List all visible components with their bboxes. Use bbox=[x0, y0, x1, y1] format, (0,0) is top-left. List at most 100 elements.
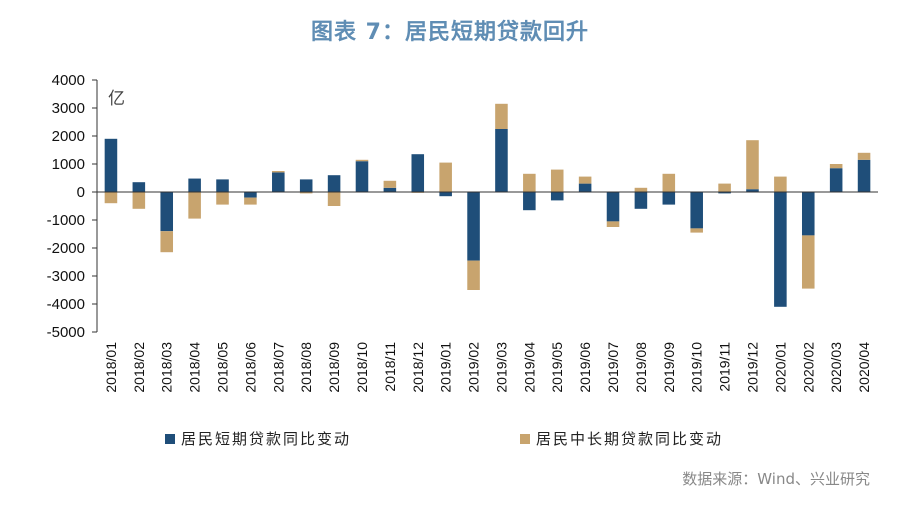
legend-label-short: 居民短期贷款同比变动 bbox=[181, 430, 352, 448]
bar-short-term bbox=[718, 192, 731, 194]
x-tick-label: 2019/07 bbox=[605, 342, 621, 393]
x-tick-label: 2018/08 bbox=[298, 342, 314, 393]
legend-item-long: 居民中长期贷款同比变动 bbox=[520, 428, 723, 449]
bar-long-term bbox=[439, 162, 452, 192]
x-tick-label: 2018/11 bbox=[382, 342, 398, 392]
y-tick-label: -1000 bbox=[47, 212, 85, 229]
bar-long-term bbox=[634, 187, 648, 192]
bar-short-term bbox=[355, 161, 369, 192]
bar-short-term bbox=[439, 192, 452, 197]
x-tick-label: 2018/06 bbox=[242, 342, 258, 393]
bar-short-term bbox=[495, 129, 508, 192]
bar-long-term bbox=[383, 180, 397, 188]
bar-long-term bbox=[718, 183, 731, 192]
y-tick-label: 3000 bbox=[52, 100, 85, 117]
x-tick-label: 2019/05 bbox=[549, 342, 565, 393]
y-tick-label: -2000 bbox=[47, 240, 85, 257]
x-tick-label: 2019/08 bbox=[633, 342, 649, 393]
x-tick-label: 2020/01 bbox=[772, 342, 788, 393]
x-tick-label: 2018/07 bbox=[270, 342, 286, 393]
x-tick-label: 2020/03 bbox=[828, 342, 844, 393]
bar-short-term bbox=[216, 179, 229, 192]
chart-title: 图表 7：居民短期贷款回升 bbox=[311, 20, 589, 45]
bar-long-term bbox=[355, 159, 369, 162]
bar-short-term bbox=[690, 192, 703, 229]
bar-long-term bbox=[216, 192, 229, 205]
x-tick-label: 2019/11 bbox=[717, 342, 733, 392]
bar-short-term bbox=[272, 172, 285, 192]
bar-long-term bbox=[523, 173, 536, 192]
y-tick-label: -4000 bbox=[47, 296, 85, 313]
bar-short-term bbox=[634, 192, 648, 209]
bar-short-term bbox=[578, 183, 592, 192]
x-tick-label: 2020/02 bbox=[800, 342, 816, 393]
legend-item-short: 居民短期贷款同比变动 bbox=[165, 428, 351, 449]
x-tick-label: 2019/10 bbox=[689, 342, 705, 393]
bar-long-term bbox=[132, 192, 146, 209]
bar-short-term bbox=[774, 192, 787, 307]
bar-long-term bbox=[550, 169, 564, 192]
x-tick-label: 2019/03 bbox=[493, 342, 509, 393]
legend-swatch-long bbox=[520, 433, 530, 444]
x-tick-label: 2019/02 bbox=[466, 342, 482, 393]
bar-long-term bbox=[606, 221, 620, 227]
y-unit-label: 亿 bbox=[108, 89, 125, 109]
bar-long-term bbox=[188, 192, 201, 219]
bar-long-term bbox=[104, 192, 118, 204]
bar-short-term bbox=[188, 178, 201, 192]
x-tick-label: 2018/02 bbox=[131, 342, 147, 393]
bar-short-term bbox=[606, 192, 620, 222]
bar-short-term bbox=[327, 175, 341, 192]
bar-short-term bbox=[244, 192, 257, 198]
bar-long-term bbox=[467, 260, 480, 290]
bar-long-term bbox=[662, 173, 676, 192]
x-tick-label: 2019/12 bbox=[744, 342, 760, 393]
y-tick-label: 1000 bbox=[52, 156, 85, 173]
bar-long-term bbox=[829, 164, 843, 169]
legend-label-long: 居民中长期贷款同比变动 bbox=[536, 430, 724, 448]
bar-short-term bbox=[467, 192, 480, 261]
x-tick-label: 2018/10 bbox=[354, 342, 370, 393]
bar-long-term bbox=[857, 152, 871, 160]
x-tick-label: 2018/01 bbox=[103, 342, 119, 393]
bar-short-term bbox=[662, 192, 676, 205]
x-tick-label: 2019/04 bbox=[521, 342, 537, 393]
bar-long-term bbox=[774, 176, 787, 192]
x-tick-label: 2018/12 bbox=[410, 342, 426, 393]
y-tick-label: -3000 bbox=[47, 268, 85, 285]
bar-short-term bbox=[411, 154, 425, 192]
bar-short-term bbox=[829, 168, 843, 192]
bar-long-term bbox=[244, 197, 257, 205]
x-tick-label: 2020/04 bbox=[856, 342, 872, 393]
legend-swatch-short bbox=[165, 433, 175, 444]
bar-short-term bbox=[299, 179, 313, 192]
bar-long-term bbox=[746, 140, 759, 190]
y-tick-label: 2000 bbox=[52, 128, 85, 145]
bar-short-term bbox=[857, 159, 871, 192]
x-tick-label: 2019/09 bbox=[661, 342, 677, 393]
bar-short-term bbox=[746, 189, 759, 192]
bar-long-term bbox=[299, 192, 313, 194]
bar-short-term bbox=[801, 192, 815, 236]
x-tick-label: 2019/06 bbox=[577, 342, 593, 393]
x-tick-label: 2018/05 bbox=[215, 342, 231, 393]
bar-long-term bbox=[801, 235, 815, 289]
bar-long-term bbox=[690, 228, 703, 233]
bar-long-term bbox=[327, 192, 341, 206]
x-tick-label: 2019/01 bbox=[438, 342, 454, 393]
bar-short-term bbox=[523, 192, 536, 211]
bar-short-term bbox=[132, 182, 146, 192]
y-tick-label: 4000 bbox=[52, 72, 85, 89]
bar-long-term bbox=[578, 176, 592, 184]
bar-short-term bbox=[160, 192, 174, 232]
bar-short-term bbox=[550, 192, 564, 201]
bar-short-term bbox=[383, 187, 397, 192]
bar-short-term bbox=[104, 138, 118, 192]
bar-long-term bbox=[495, 103, 508, 129]
x-tick-label: 2018/03 bbox=[159, 342, 175, 393]
x-tick-label: 2018/04 bbox=[187, 342, 203, 393]
source-note: 数据来源：Wind、兴业研究 bbox=[682, 470, 870, 488]
bar-long-term bbox=[160, 231, 174, 253]
y-tick-label: -5000 bbox=[47, 324, 85, 341]
